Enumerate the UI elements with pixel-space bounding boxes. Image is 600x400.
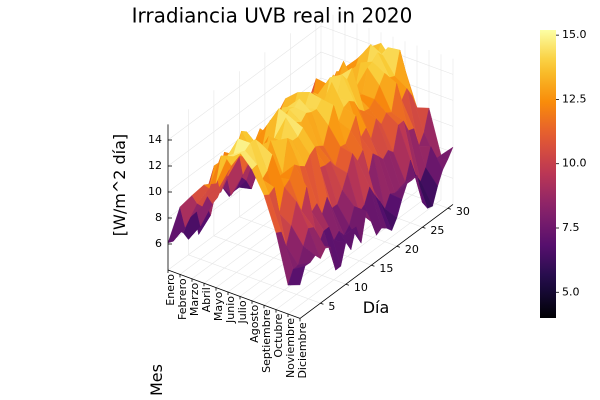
- x-tick-label: Julio: [236, 300, 249, 324]
- x-floor-gridline: [287, 199, 442, 315]
- x-tick-label: Septiembre: [260, 309, 273, 373]
- y-tick-label: 30: [456, 205, 470, 218]
- x-tick-label: Marzo: [188, 283, 201, 317]
- chart-title: Irradiancia UVB real in 2020: [132, 4, 413, 28]
- z-tick-label: 10: [148, 185, 162, 198]
- surface-layer: [167, 42, 454, 286]
- x-tick-label: Abril: [200, 287, 213, 312]
- z-tick-label: 12: [148, 159, 162, 172]
- y-floor-gridline: [188, 254, 321, 304]
- y-tick-label: 10: [354, 281, 368, 294]
- colorbar-tick-label: 15.0: [562, 28, 587, 41]
- y-axis-label: Día: [363, 298, 390, 317]
- y-tick-mark: [396, 245, 401, 248]
- y-tick-label: 20: [405, 243, 419, 256]
- y-tick-label: 5: [328, 300, 335, 313]
- x-tick-label: Octubre: [272, 313, 285, 357]
- z-tick-label: 6: [155, 237, 162, 250]
- z-tick-label: 8: [155, 211, 162, 224]
- x-tick-label: Agosto: [248, 305, 261, 343]
- colorbar-tick-label: 5.0: [562, 285, 580, 298]
- x-tick-label: Diciembre: [296, 322, 309, 378]
- y-tick-label: 25: [430, 224, 444, 237]
- x-tick-label: Noviembre: [284, 318, 297, 378]
- z-tick-label: 14: [148, 133, 162, 146]
- x-floor-gridline: [275, 195, 430, 310]
- y-tick-mark: [320, 302, 324, 305]
- colorbar-gradient: [540, 30, 556, 318]
- y-tick-label: 15: [379, 262, 393, 275]
- colorbar-tick-label: 7.5: [562, 221, 580, 234]
- y-tick-mark: [422, 226, 426, 229]
- x-tick-label: Junio: [224, 296, 237, 324]
- y-axis-line: [299, 204, 454, 319]
- colorbar-tick-label: 12.5: [562, 92, 587, 105]
- x-tick-label: Febrero: [176, 278, 189, 320]
- y-floor-gridline: [213, 235, 347, 285]
- colorbar-tick-label: 10.0: [562, 157, 587, 170]
- surface-patch: [287, 265, 306, 286]
- colorbar-ticks: 5.0 7.5 10.0 12.5 15.0: [556, 28, 587, 298]
- axis-layer: 6 8 10 12 14 Enero Febrero Marzo Abril Mayo Junio J…: [148, 124, 470, 379]
- x-axis-line: [167, 269, 301, 319]
- y-tick-mark: [345, 283, 350, 286]
- x-tick-label: Enero: [164, 274, 177, 306]
- y-tick-mark: [371, 264, 375, 267]
- x-tick-label: Mayo: [212, 291, 225, 321]
- x-axis-label: Mes: [147, 364, 166, 396]
- z-axis-label: [W/m^2 día]: [110, 134, 129, 236]
- colorbar: 5.0 7.5 10.0 12.5 15.0: [540, 28, 587, 318]
- y-tick-mark: [447, 207, 452, 210]
